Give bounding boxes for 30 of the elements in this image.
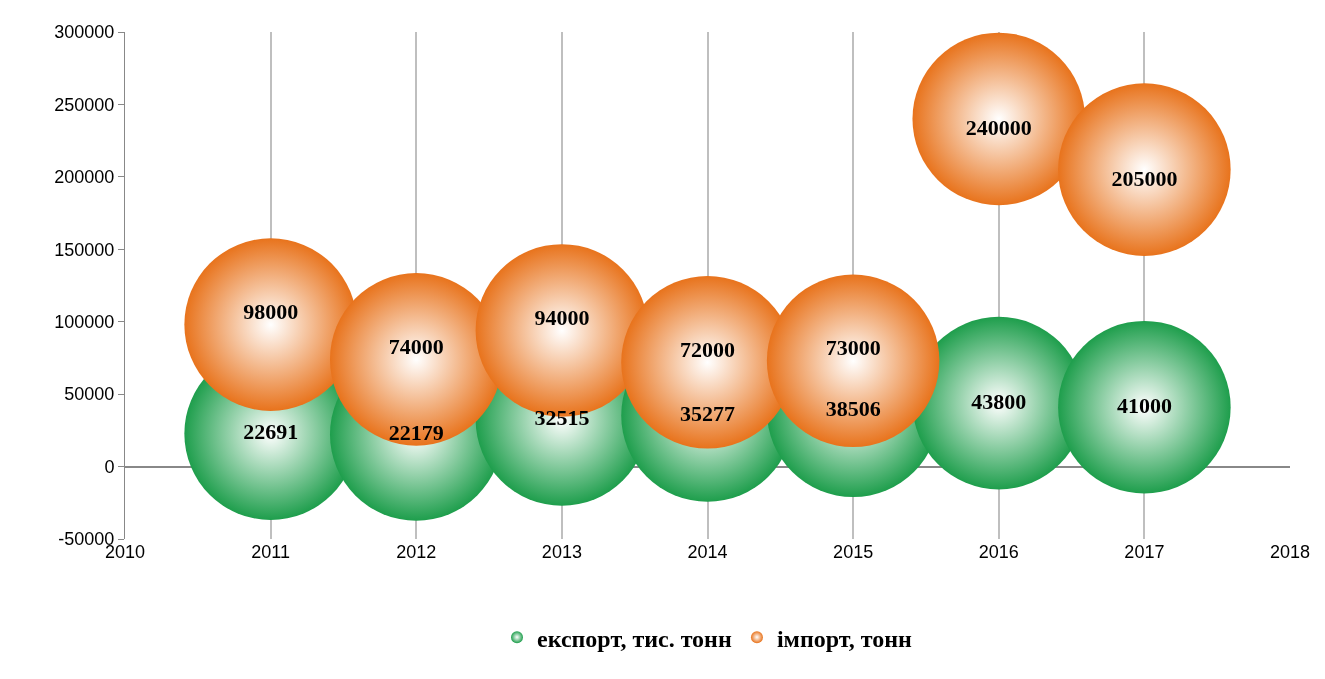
y-tick-label: 100000 xyxy=(54,312,115,333)
data-label: 72000 xyxy=(680,336,735,362)
x-tick-label: 2014 xyxy=(687,542,728,562)
x-tick-label: 2017 xyxy=(1124,542,1165,562)
data-label: 22179 xyxy=(388,419,444,445)
x-tick-label: 2011 xyxy=(251,542,290,562)
legend-label: експорт, тис. тонн xyxy=(537,625,732,652)
y-tick-label: 200000 xyxy=(54,167,115,188)
x-tick-label: 2018 xyxy=(1269,542,1311,562)
y-tick-label: 250000 xyxy=(54,94,115,115)
data-label: 22691 xyxy=(243,419,299,445)
data-label: 94000 xyxy=(534,304,590,330)
data-label: 74000 xyxy=(388,333,444,359)
y-tick-label: 50000 xyxy=(64,384,115,405)
x-tick-label: 2013 xyxy=(541,542,582,562)
data-label: 205000 xyxy=(1111,166,1178,192)
data-label: 41000 xyxy=(1116,392,1172,418)
data-label: 38506 xyxy=(825,396,881,422)
data-label: 43800 xyxy=(971,388,1027,414)
y-tick-label: 0 xyxy=(104,456,115,477)
data-label: 35277 xyxy=(680,400,735,426)
data-label: 240000 xyxy=(965,115,1032,141)
x-tick-label: 2016 xyxy=(978,542,1019,562)
x-tick-label: 2012 xyxy=(396,542,437,562)
x-tick-label: 2015 xyxy=(833,542,874,562)
legend-label: імпорт, тонн xyxy=(776,625,913,652)
data-label: 73000 xyxy=(825,335,881,361)
y-tick-label: 150000 xyxy=(54,239,115,260)
y-tick-label: 300000 xyxy=(54,22,115,43)
data-label: 98000 xyxy=(243,299,299,325)
